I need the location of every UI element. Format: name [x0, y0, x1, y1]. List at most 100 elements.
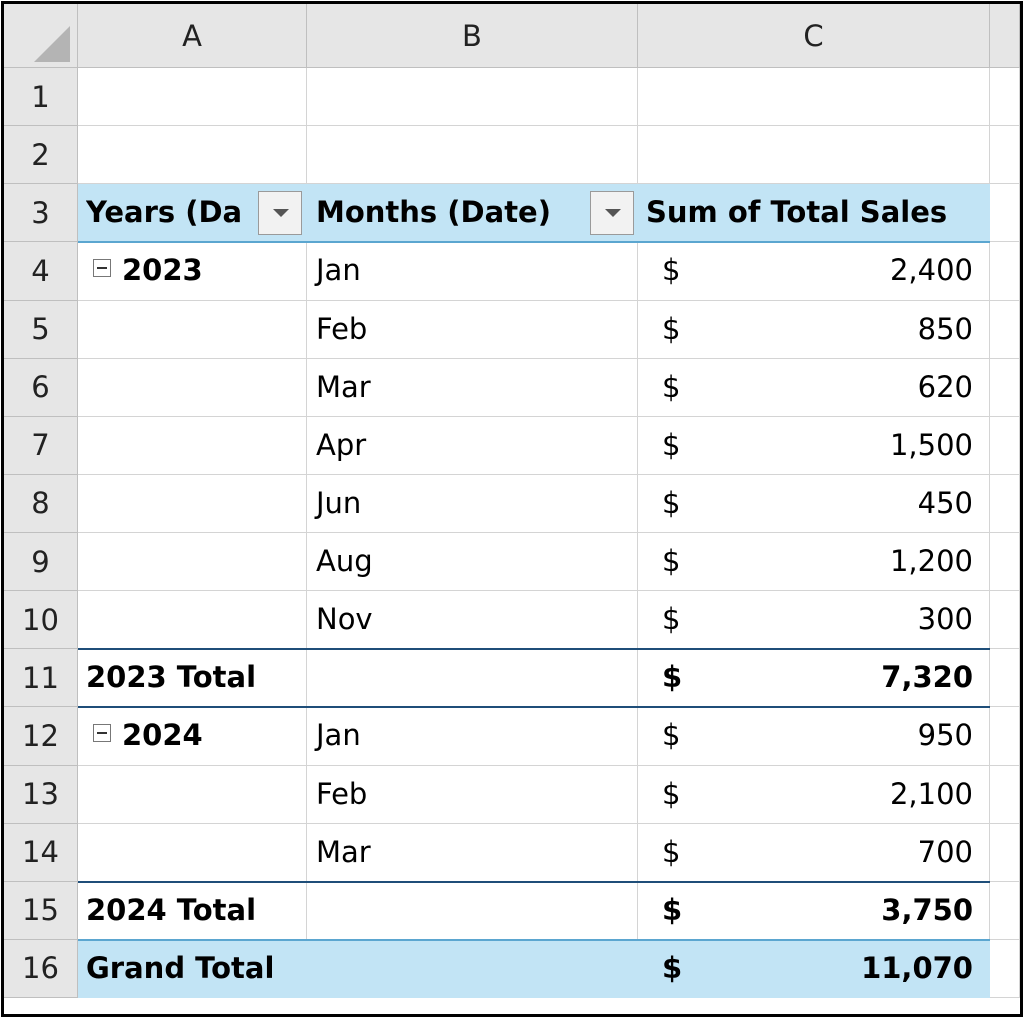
row-header[interactable]: 14: [4, 823, 78, 882]
month-label: Jan: [316, 253, 361, 288]
cell[interactable]: [307, 765, 638, 824]
row-header[interactable]: 9: [4, 533, 78, 592]
cell[interactable]: [638, 533, 990, 592]
currency-symbol: $: [662, 660, 683, 695]
cell[interactable]: [307, 649, 638, 708]
cell[interactable]: [78, 707, 307, 766]
row-header[interactable]: 1: [4, 68, 78, 127]
cell[interactable]: [638, 300, 990, 359]
sales-value: 3,750: [881, 892, 973, 927]
cell[interactable]: [990, 881, 1020, 940]
cell[interactable]: [307, 474, 638, 533]
row-header[interactable]: 10: [4, 591, 78, 650]
filter-dropdown[interactable]: [258, 191, 302, 236]
cell[interactable]: [638, 765, 990, 824]
row-header[interactable]: 2: [4, 126, 78, 185]
cell[interactable]: [78, 68, 307, 127]
column-header[interactable]: B: [307, 4, 638, 68]
cell[interactable]: [990, 358, 1020, 417]
cell[interactable]: [990, 591, 1020, 650]
pivot-border: [78, 706, 990, 709]
cell[interactable]: [990, 939, 1020, 998]
month-label: Nov: [316, 602, 373, 637]
currency-symbol: $: [662, 718, 681, 753]
cell[interactable]: [307, 881, 638, 940]
cell[interactable]: [638, 707, 990, 766]
row-header[interactable]: 4: [4, 242, 78, 301]
pivot-border: [78, 648, 990, 651]
cell[interactable]: [990, 416, 1020, 475]
month-label: Feb: [316, 776, 368, 811]
cell[interactable]: [307, 126, 638, 185]
cell[interactable]: [78, 242, 307, 301]
column-header[interactable]: A: [78, 4, 307, 68]
cell[interactable]: [638, 126, 990, 185]
cell[interactable]: [990, 474, 1020, 533]
cell[interactable]: [78, 358, 307, 417]
cell[interactable]: [990, 68, 1020, 127]
row-header[interactable]: 11: [4, 649, 78, 708]
row-header[interactable]: 5: [4, 300, 78, 359]
row-header[interactable]: 6: [4, 358, 78, 417]
sales-value: 11,070: [861, 950, 973, 985]
row-header[interactable]: 16: [4, 939, 78, 998]
column-header[interactable]: [990, 4, 1020, 68]
currency-symbol: $: [662, 311, 681, 346]
cell[interactable]: [990, 184, 1020, 243]
cell[interactable]: [638, 474, 990, 533]
cell[interactable]: [78, 765, 307, 824]
cell[interactable]: [638, 242, 990, 301]
currency-symbol: $: [662, 950, 683, 985]
row-header[interactable]: 3: [4, 184, 78, 243]
corner-triangle: [34, 25, 70, 62]
cell[interactable]: [990, 707, 1020, 766]
cell[interactable]: [307, 416, 638, 475]
cell[interactable]: [990, 533, 1020, 592]
cell[interactable]: [990, 242, 1020, 301]
cell[interactable]: [307, 358, 638, 417]
cell[interactable]: [990, 765, 1020, 824]
currency-symbol: $: [662, 253, 681, 288]
cell[interactable]: [990, 649, 1020, 708]
cell[interactable]: [78, 126, 307, 185]
currency-symbol: $: [662, 602, 681, 637]
currency-symbol: $: [662, 485, 681, 520]
cell[interactable]: [307, 533, 638, 592]
month-label: Jan: [316, 718, 361, 753]
pivot-border: [78, 880, 990, 883]
cell[interactable]: [638, 416, 990, 475]
select-all[interactable]: [4, 4, 78, 68]
month-label: Aug: [316, 544, 373, 579]
cell[interactable]: [78, 591, 307, 650]
sales-value: 300: [917, 602, 973, 637]
cell[interactable]: [78, 823, 307, 882]
month-label: Mar: [316, 369, 371, 404]
row-header[interactable]: 13: [4, 765, 78, 824]
row-header[interactable]: 12: [4, 707, 78, 766]
row-header[interactable]: 7: [4, 416, 78, 475]
cell[interactable]: [307, 300, 638, 359]
column-header[interactable]: C: [638, 4, 990, 68]
sales-value: 450: [917, 485, 973, 520]
row-header[interactable]: 15: [4, 881, 78, 940]
cell[interactable]: [638, 68, 990, 127]
cell[interactable]: [78, 416, 307, 475]
cell[interactable]: [990, 823, 1020, 882]
month-label: Feb: [316, 311, 368, 346]
cell[interactable]: [638, 358, 990, 417]
sales-value: 1,200: [889, 544, 973, 579]
filter-dropdown[interactable]: [590, 191, 634, 236]
cell[interactable]: [78, 300, 307, 359]
collapse-button[interactable]: [93, 259, 111, 278]
cell[interactable]: [307, 68, 638, 127]
cell[interactable]: [990, 126, 1020, 185]
row-label: 2023: [122, 253, 203, 288]
cell[interactable]: [78, 533, 307, 592]
cell[interactable]: [78, 474, 307, 533]
cell[interactable]: [307, 707, 638, 766]
row-header[interactable]: 8: [4, 474, 78, 533]
cell[interactable]: [990, 300, 1020, 359]
cell[interactable]: [307, 242, 638, 301]
collapse-button[interactable]: [93, 724, 111, 743]
